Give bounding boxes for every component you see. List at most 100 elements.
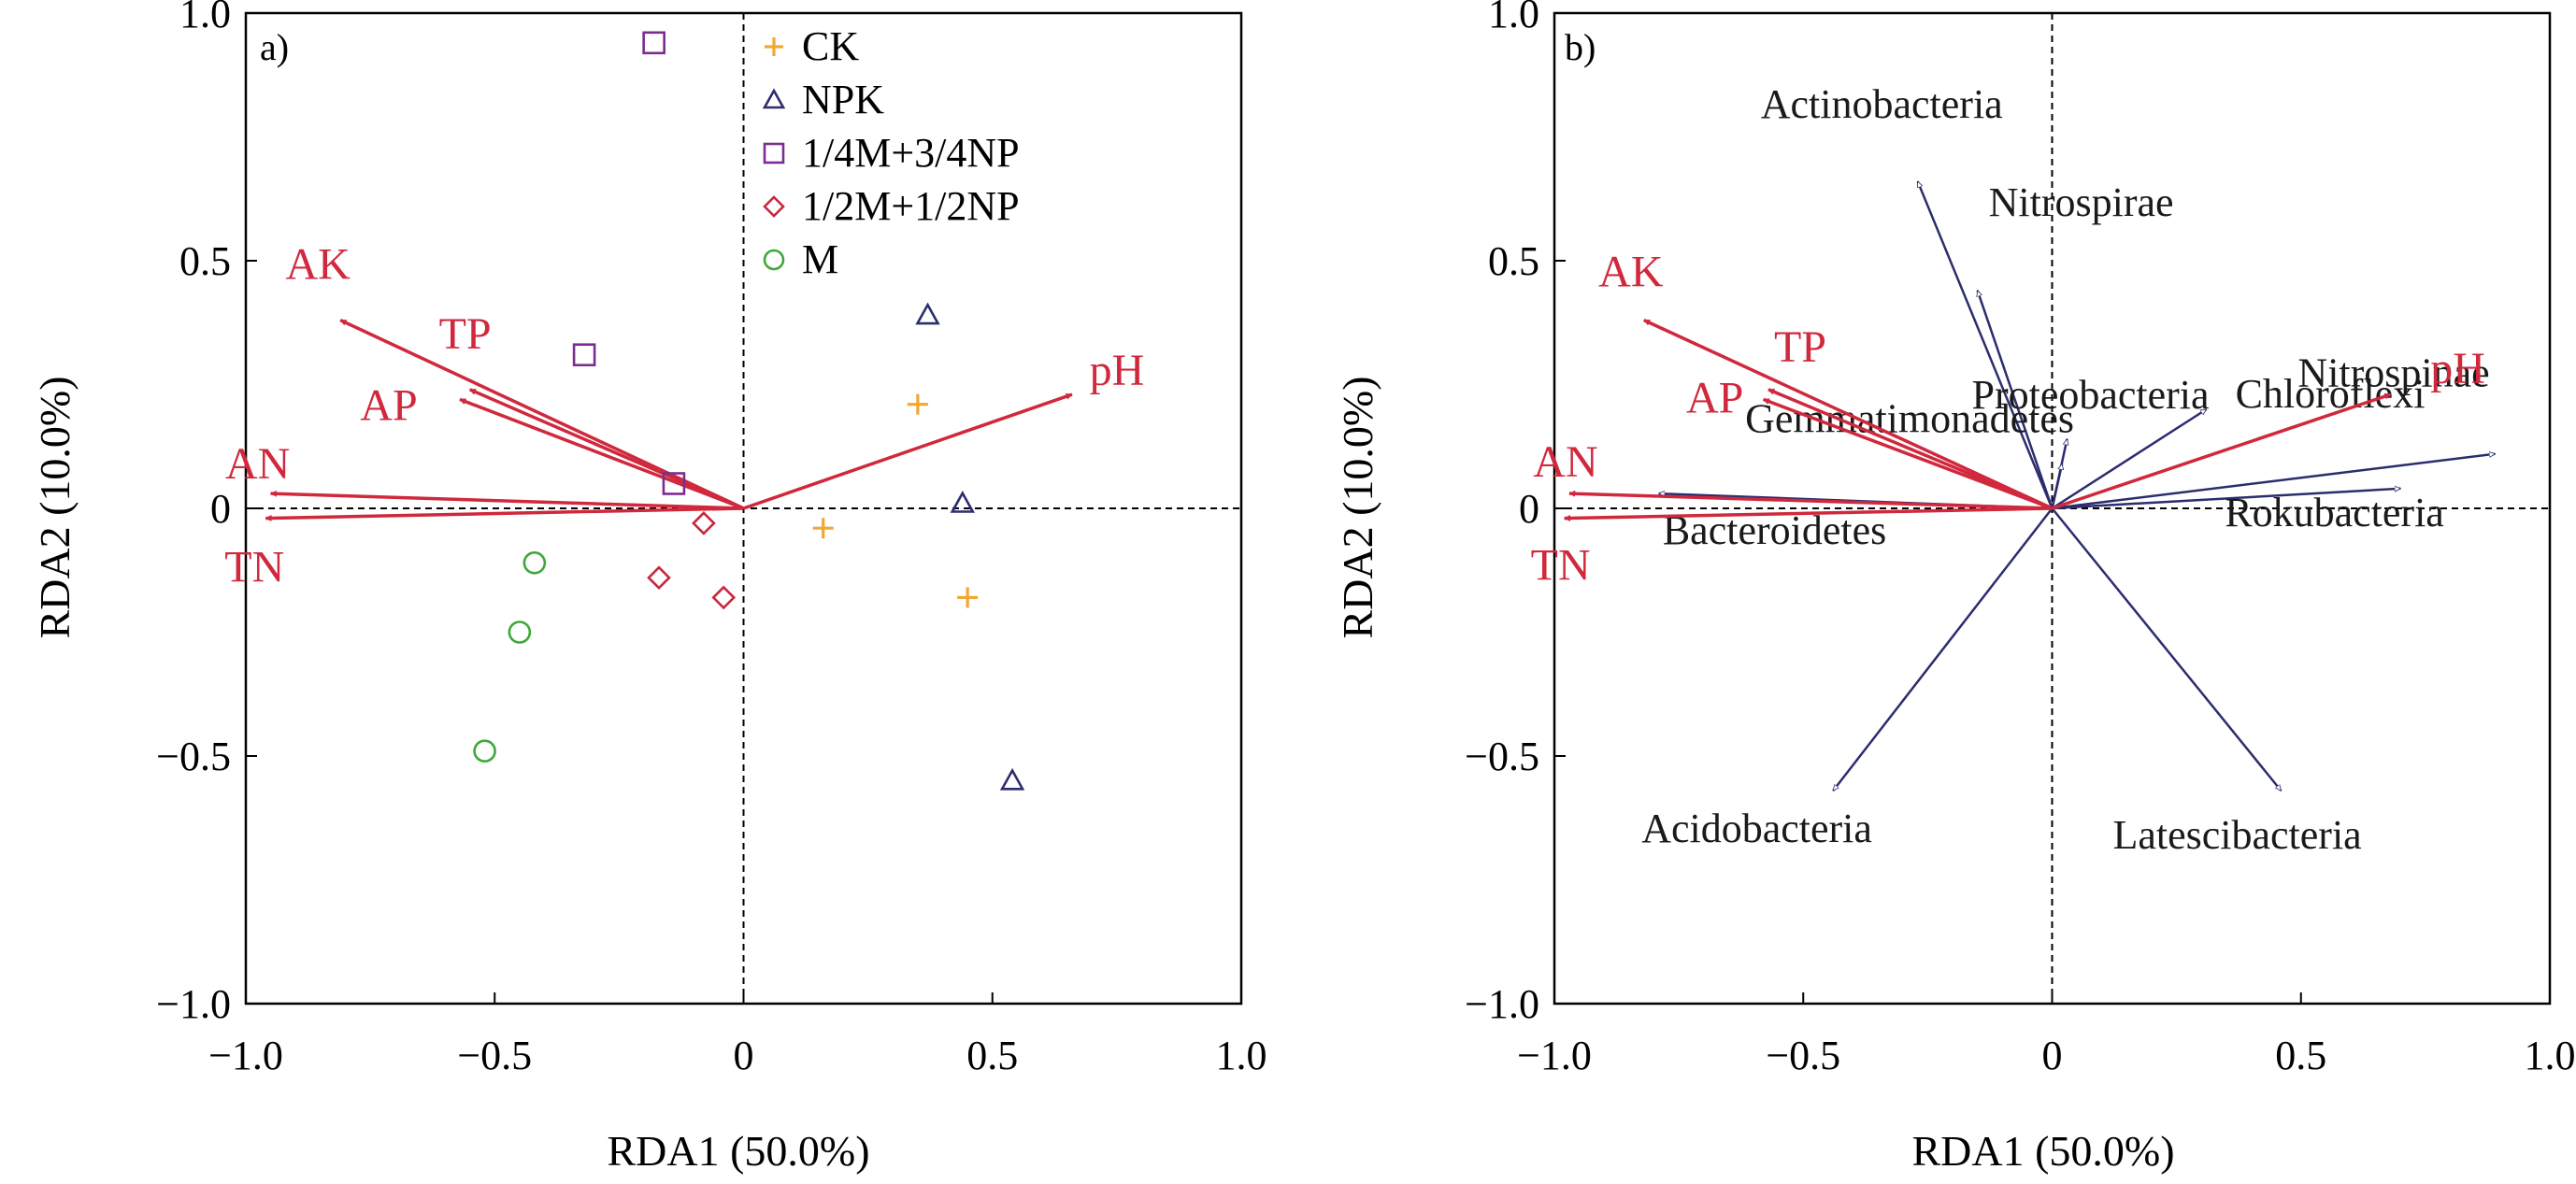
- y-tick-label: 0.5: [1488, 238, 1539, 284]
- point-m: [473, 739, 496, 763]
- y-tick-label: 0.5: [179, 238, 231, 284]
- species-label-actinobacteria: Actinobacteria: [1761, 81, 2003, 127]
- env-label-ap: AP: [360, 380, 417, 430]
- species-vectors: Actinobacteria Nitrospirae Chloroflexi Prot…: [1641, 81, 2495, 858]
- point-1-4m-plus-3-4np: [572, 343, 596, 367]
- env-label-ph: pH: [2430, 344, 2485, 393]
- species-label-proteobacteria: Proteobacteria: [1971, 372, 2209, 418]
- axis-ticks: −1.0 −0.5 0 0.5 1.0 −1.0 −0.5 0 0.5 1.0: [1465, 0, 2575, 1078]
- legend-label-1-4m-plus-3-4np: 1/4M+3/4NP: [802, 130, 1020, 176]
- env-label-an: AN: [225, 439, 290, 489]
- species-vector-gemmatimonadetes: [2051, 464, 2063, 509]
- env-vector-tp: [468, 388, 745, 510]
- panel-a-y-axis-label: RDA2 (10.0%): [31, 376, 79, 638]
- species-label-nitrospinae: Nitrospinae: [2297, 350, 2489, 396]
- environment-vectors: AK TP AP AN TN pH: [1531, 248, 2485, 591]
- species-label-nitrospirae: Nitrospirae: [1989, 179, 2174, 225]
- panel-b-label: b): [1565, 26, 1596, 68]
- panel-a-ordination-plot: a) RDA1 (50.0%) RDA2 (10.0%) CK NPK 1/4M+3…: [31, 0, 1267, 1175]
- species-label-gemmatimonadetes: Gemmatimonadetes: [1745, 395, 2074, 441]
- species-label-rokubacteria: Rokubacteria: [2225, 490, 2444, 535]
- panel-b-x-axis-label: RDA1 (50.0%): [1911, 1127, 2174, 1175]
- point-npk: [950, 491, 976, 513]
- species-vector-rokubacteria: [2052, 489, 2401, 510]
- point-1-2m-plus-1-2np: [711, 585, 737, 610]
- legend-label-ck: CK: [802, 23, 859, 69]
- y-tick-label: −1.0: [156, 981, 231, 1027]
- axis-ticks: −1.0 −0.5 0 0.5 1.0 −1.0 −0.5 0 0.5 1.0: [156, 0, 1267, 1078]
- env-label-ph: pH: [1090, 346, 1145, 395]
- legend-marker-npk: [762, 88, 786, 109]
- species-vector-chloroflexi: [2051, 407, 2207, 510]
- y-tick-label: 1.0: [1488, 0, 1539, 36]
- y-tick-label: 0: [1519, 486, 1539, 532]
- x-tick-label: −0.5: [1766, 1033, 1840, 1078]
- species-label-acidobacteria: Acidobacteria: [1641, 806, 1872, 851]
- x-tick-label: 0: [2042, 1033, 2063, 1078]
- env-label-tp: TP: [439, 309, 492, 359]
- env-vector-tn: [265, 506, 744, 521]
- panel-a-x-axis-label: RDA1 (50.0%): [607, 1127, 869, 1175]
- point-1-2m-plus-1-2np: [692, 511, 716, 535]
- panel-a-label: a): [260, 26, 289, 68]
- env-vector-ap: [1762, 397, 2054, 510]
- species-label-latescibacteria: Latescibacteria: [2112, 812, 2361, 858]
- species-vector-actinobacteria: [1916, 181, 2054, 509]
- point-npk: [915, 302, 940, 325]
- point-1-4m-plus-3-4np: [642, 31, 665, 55]
- point-ck: [957, 587, 979, 608]
- legend-label-npk: NPK: [802, 77, 884, 122]
- env-label-ak: AK: [286, 240, 351, 290]
- x-tick-label: −1.0: [1517, 1033, 1592, 1078]
- environment-vectors: AK TP AP AN TN pH: [224, 240, 1144, 592]
- point-1-4m-plus-3-4np: [662, 472, 686, 495]
- env-vector-an: [1568, 490, 2053, 510]
- legend-label-1-2m-plus-1-2np: 1/2M+1/2NP: [802, 183, 1020, 229]
- x-tick-label: 1.0: [2525, 1033, 2576, 1078]
- env-vector-ap: [459, 397, 745, 510]
- panel-a-legend: CK NPK 1/4M+3/4NP 1/2M+1/2NP M: [762, 23, 1020, 282]
- env-label-tn: TN: [1531, 541, 1591, 591]
- point-ck: [812, 518, 834, 539]
- sample-points: [473, 31, 1025, 791]
- panel-b-y-axis-label: RDA2 (10.0%): [1334, 376, 1381, 638]
- species-vector-acidobacteria: [1832, 507, 2054, 791]
- x-tick-label: 0: [734, 1033, 754, 1078]
- panel-b-ordination-plot: b) RDA1 (50.0%) RDA2 (10.0%) −1.0 −0.5 0 0.…: [1334, 0, 2576, 1175]
- legend-marker-m: [763, 249, 785, 271]
- species-vector-nitrospinae: [2052, 454, 2496, 510]
- species-vector-nitrospirae: [1978, 291, 2054, 509]
- y-tick-label: 1.0: [179, 0, 231, 36]
- legend-marker-ck: [765, 37, 783, 56]
- legend-marker-1-2m-plus-1-2np: [763, 195, 785, 218]
- species-label-chloroflexi: Chloroflexi: [2236, 371, 2426, 417]
- env-vector-ak: [1643, 319, 2054, 510]
- legend-marker-1-4m-plus-3-4np: [763, 142, 785, 164]
- env-vector-ph: [2051, 392, 2392, 510]
- x-tick-label: 0.5: [966, 1033, 1018, 1078]
- env-vector-ph: [742, 392, 1073, 510]
- env-vector-tp: [1767, 388, 2054, 510]
- env-vector-tn: [1563, 506, 2053, 521]
- env-vector-an: [269, 490, 744, 510]
- point-m: [522, 550, 547, 575]
- x-tick-label: −1.0: [208, 1033, 283, 1078]
- env-label-ak: AK: [1598, 248, 1664, 297]
- env-label-an: AN: [1533, 437, 1597, 487]
- x-tick-label: 1.0: [1216, 1033, 1267, 1078]
- env-vector-ak: [339, 319, 745, 510]
- point-1-2m-plus-1-2np: [647, 565, 671, 591]
- y-tick-label: −0.5: [156, 734, 231, 779]
- env-label-tn: TN: [224, 543, 284, 592]
- y-tick-label: −0.5: [1465, 734, 1539, 779]
- y-tick-label: 0: [210, 486, 231, 532]
- legend-label-m: M: [802, 236, 838, 282]
- env-label-tp: TP: [1774, 322, 1826, 372]
- point-npk: [999, 767, 1025, 791]
- point-ck: [907, 393, 928, 415]
- env-label-ap: AP: [1686, 373, 1743, 422]
- species-vector-latescibacteria: [2051, 507, 2283, 791]
- x-tick-label: −0.5: [457, 1033, 532, 1078]
- point-m: [508, 621, 532, 644]
